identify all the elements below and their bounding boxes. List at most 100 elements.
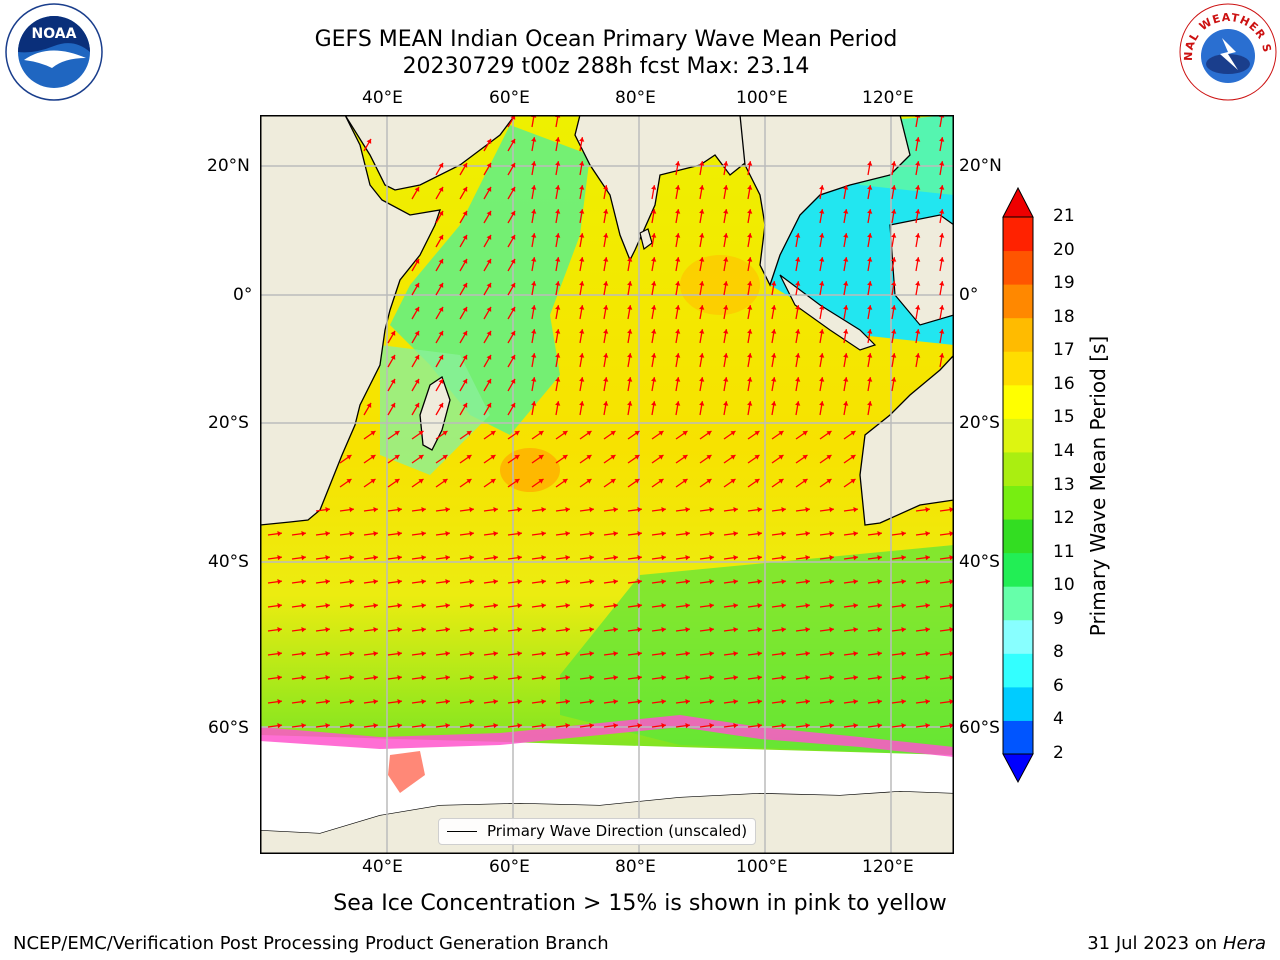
- wave-arrow-head: [781, 579, 786, 585]
- wave-arrow-head: [531, 185, 537, 190]
- colorbar-band: [1003, 284, 1033, 319]
- wave-arrow-head: [709, 723, 714, 729]
- wave-arrow-head: [325, 507, 330, 513]
- wave-arrow-head: [301, 603, 306, 609]
- wave-arrow-head: [466, 431, 472, 436]
- wave-arrow-head: [853, 531, 858, 537]
- wave-arrow-head: [891, 305, 897, 310]
- wave-arrow-head: [349, 579, 354, 585]
- wave-arrow-head: [682, 455, 688, 460]
- wave-arrow-head: [829, 651, 834, 657]
- wave-arrow-head: [493, 531, 498, 537]
- wave-arrow-head: [867, 209, 873, 214]
- wave-arrow-head: [510, 234, 516, 240]
- wave-arrow-head: [325, 699, 330, 705]
- wave-arrow-head: [661, 723, 666, 729]
- colorbar-under-arrow: [1002, 753, 1034, 784]
- wave-arrow-head: [555, 185, 561, 190]
- wave-arrow-head: [586, 431, 592, 436]
- wave-arrow-head: [891, 281, 897, 286]
- wave-arrow-head: [462, 234, 468, 240]
- wave-arrow-head: [778, 431, 784, 436]
- wave-arrow-head: [747, 161, 753, 166]
- wave-arrow-head: [757, 579, 762, 585]
- wave-arrow-head: [603, 401, 609, 406]
- wave-arrow-head: [754, 479, 760, 484]
- wave-arrow-head: [373, 699, 378, 705]
- wave-arrow-head: [915, 305, 921, 310]
- wave-arrow-head: [706, 479, 712, 484]
- wave-arrow-head: [349, 699, 354, 705]
- wave-arrow-head: [651, 329, 657, 334]
- wave-arrow-head: [723, 161, 729, 166]
- wave-arrow-head: [733, 507, 738, 513]
- wave-arrow-head: [661, 555, 666, 561]
- wave-arrow-head: [891, 377, 897, 382]
- wave-arrow-head: [699, 305, 705, 310]
- wave-arrow-head: [637, 651, 642, 657]
- wave-arrow-head: [627, 353, 633, 358]
- wave-arrow-head: [373, 651, 378, 657]
- wave-arrow-head: [555, 209, 561, 214]
- wave-arrow-head: [661, 627, 666, 633]
- wave-arrow-head: [565, 603, 570, 609]
- wave-arrow-head: [682, 479, 688, 484]
- wave-arrow-head: [733, 531, 738, 537]
- wave-arrow-head: [685, 555, 690, 561]
- colorbar-band: [1003, 418, 1033, 453]
- wave-arrow-head: [390, 330, 396, 336]
- wave-arrow-head: [373, 579, 378, 585]
- wave-arrow-head: [414, 306, 420, 312]
- lon-tick-bottom: 60°E: [489, 857, 530, 877]
- wave-arrow-head: [829, 699, 834, 705]
- wave-arrow-head: [421, 531, 426, 537]
- wave-arrow-head: [901, 555, 906, 561]
- colorbar-tick-label: 10: [1053, 575, 1075, 596]
- lat-tick-left: 40°S: [208, 552, 249, 572]
- wave-arrow-head: [795, 305, 801, 310]
- colorbar-band: [1003, 552, 1033, 587]
- wave-arrow-head: [517, 651, 522, 657]
- wave-arrow-head: [394, 455, 400, 460]
- wave-arrow-head: [390, 354, 396, 360]
- map-canvas: [260, 115, 954, 854]
- wave-arrow-head: [805, 555, 810, 561]
- wave-arrow-head: [925, 627, 930, 633]
- wave-arrow-head: [486, 138, 492, 144]
- wave-arrow-head: [418, 431, 424, 436]
- wave-arrow-head: [843, 377, 849, 382]
- wave-arrow-head: [325, 651, 330, 657]
- colorbar-tick-label: 18: [1053, 306, 1075, 327]
- wave-arrow-head: [709, 651, 714, 657]
- wave-arrow-head: [829, 675, 834, 681]
- wave-arrow-head: [531, 329, 537, 334]
- wave-arrow-head: [610, 431, 616, 436]
- wave-arrow-head: [486, 354, 492, 360]
- wave-arrow-head: [613, 651, 618, 657]
- wave-arrow-head: [370, 431, 376, 436]
- wave-arrow-head: [949, 723, 954, 729]
- chart-subtitle: 20230729 t00z 288h fcst Max: 23.14: [402, 54, 810, 79]
- wave-arrow-head: [843, 401, 849, 406]
- wave-arrow-head: [661, 531, 666, 537]
- wave-arrow-head: [757, 603, 762, 609]
- wave-arrow-head: [843, 209, 849, 214]
- wave-arrow-head: [877, 723, 882, 729]
- wave-arrow-head: [277, 627, 282, 633]
- wave-arrow-head: [733, 723, 738, 729]
- wave-arrow-head: [469, 531, 474, 537]
- wave-arrow-head: [805, 651, 810, 657]
- wave-arrow-head: [325, 603, 330, 609]
- colorbar-band: [1003, 250, 1033, 285]
- wave-arrow-head: [939, 161, 945, 166]
- wave-arrow-head: [541, 675, 546, 681]
- wave-arrow-head: [651, 185, 657, 190]
- wave-arrow-head: [589, 675, 594, 681]
- wave-arrow-head: [517, 579, 522, 585]
- wave-arrow-head: [493, 627, 498, 633]
- wave-arrow-head: [819, 329, 825, 334]
- wave-arrow-head: [486, 330, 492, 336]
- wave-arrow-head: [565, 723, 570, 729]
- wave-arrow-head: [915, 137, 921, 142]
- wave-arrow-head: [414, 378, 420, 384]
